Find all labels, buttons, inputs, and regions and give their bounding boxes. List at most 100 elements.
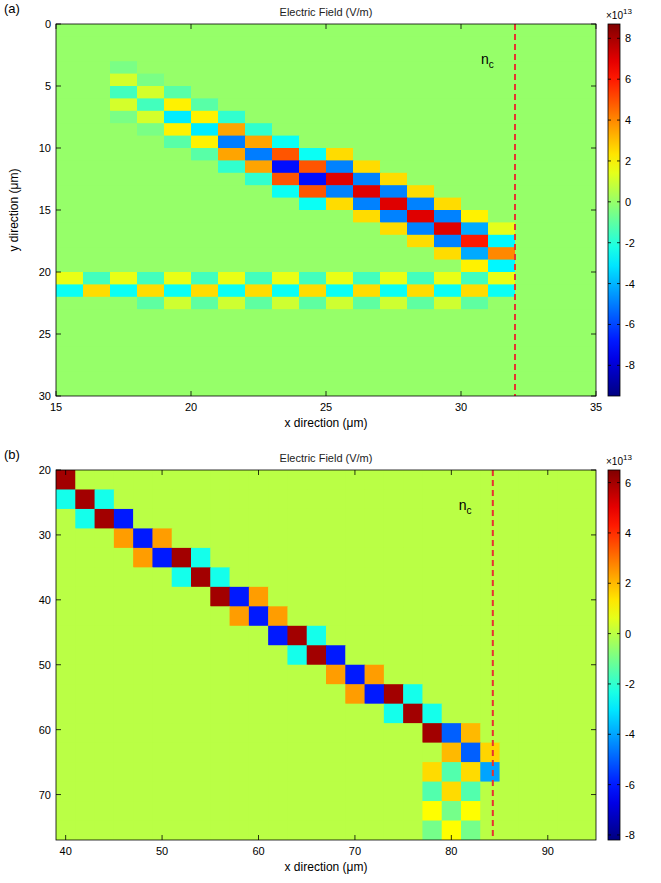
heatmap-cell (268, 548, 288, 568)
x-axis-title: x direction (μm) (285, 860, 368, 874)
heatmap-cell (422, 743, 442, 763)
heatmap-cell (110, 98, 138, 111)
heatmap-cell (137, 309, 165, 322)
heatmap-cell (110, 210, 138, 223)
heatmap-cell (83, 284, 111, 297)
heatmap-cell (249, 626, 269, 646)
heatmap-cell (515, 322, 543, 335)
critical-density-line (492, 470, 494, 840)
heatmap-cell (75, 626, 95, 646)
heatmap-cell (249, 489, 269, 509)
heatmap-cell (542, 136, 570, 149)
heatmap-cell (268, 470, 288, 490)
heatmap-cell (384, 470, 404, 490)
heatmap-cell (114, 665, 134, 685)
heatmap-cell (230, 489, 250, 509)
heatmap-cell (480, 762, 500, 782)
heatmap-cell (172, 509, 192, 529)
heatmap-cell (268, 665, 288, 685)
heatmap-cell (245, 86, 273, 99)
heatmap-cell (172, 684, 192, 704)
heatmap-cell (164, 284, 192, 297)
heatmap-cell (577, 567, 596, 587)
colorbar-tick (617, 482, 620, 483)
heatmap-cell (230, 704, 250, 724)
heatmap-cell (137, 160, 165, 173)
heatmap-cell (461, 173, 489, 186)
heatmap-cell (326, 210, 354, 223)
heatmap-cell (577, 665, 596, 685)
heatmap-cell (272, 222, 300, 235)
heatmap-cell (137, 247, 165, 260)
heatmap-cell (137, 384, 165, 396)
heatmap-cell (83, 185, 111, 198)
heatmap-cell (519, 821, 539, 840)
heatmap-cell (218, 309, 246, 322)
heatmap-cell (56, 821, 76, 840)
heatmap-cell (191, 36, 219, 49)
heatmap-cell (299, 198, 327, 211)
colorbar-tick-label: 2 (625, 155, 631, 167)
heatmap-cell (191, 509, 211, 529)
heatmap-cell (245, 136, 273, 149)
heatmap-cell (272, 86, 300, 99)
heatmap-cell (326, 247, 354, 260)
heatmap-cell (75, 606, 95, 626)
heatmap-cell (557, 782, 577, 802)
heatmap-cell (407, 24, 435, 37)
heatmap-cell (272, 235, 300, 248)
heatmap-cell (230, 801, 250, 821)
colorbar-tick (617, 38, 620, 39)
heatmap-cell (407, 384, 435, 396)
heatmap-cell (538, 743, 558, 763)
heatmap-cell (461, 322, 489, 335)
heatmap-cell (384, 587, 404, 607)
heatmap-cell (307, 509, 327, 529)
heatmap-cell (164, 322, 192, 335)
heatmap-cell (249, 723, 269, 743)
heatmap-cell (542, 98, 570, 111)
heatmap-cell (353, 111, 381, 124)
heatmap-cell (569, 160, 596, 173)
heatmap-cell (133, 528, 153, 548)
panel: (b)Electric Field (V/m)nc405060708090203… (4, 447, 635, 874)
heatmap-cell (365, 606, 385, 626)
heatmap-cell (353, 235, 381, 248)
heatmap-cell (480, 567, 500, 587)
heatmap-cell (245, 309, 273, 322)
heatmap-cell (353, 272, 381, 285)
colorbar-tick (617, 160, 620, 161)
heatmap-cell (299, 384, 327, 396)
heatmap-cell (500, 606, 520, 626)
y-tick (56, 148, 61, 149)
heatmap-cell (345, 645, 365, 665)
y-tick (591, 729, 596, 730)
heatmap-cell (172, 489, 192, 509)
heatmap-cell (380, 173, 408, 186)
heatmap-cell (488, 309, 516, 322)
heatmap-cell (56, 111, 84, 124)
x-tick (258, 835, 259, 840)
panel-label: (a) (4, 1, 20, 16)
heatmap-cell (191, 470, 211, 490)
heatmap-cell (384, 645, 404, 665)
heatmap-cell (75, 684, 95, 704)
heatmap-cell (380, 235, 408, 248)
heatmap-cell (442, 782, 462, 802)
heatmap-cell (380, 346, 408, 359)
heatmap-cell (407, 173, 435, 186)
heatmap-cell (272, 297, 300, 310)
heatmap-cell (434, 284, 462, 297)
heatmap-cell (245, 322, 273, 335)
heatmap-cell (569, 272, 596, 285)
heatmap-cell (442, 587, 462, 607)
heatmap-cell (542, 123, 570, 136)
heatmap-cell (542, 49, 570, 62)
heatmap-cell (245, 284, 273, 297)
heatmap-cell (299, 173, 327, 186)
x-tick (326, 24, 327, 29)
heatmap-cell (538, 489, 558, 509)
heatmap-cell (114, 489, 134, 509)
heatmap-cell (218, 235, 246, 248)
heatmap-cell (326, 548, 346, 568)
